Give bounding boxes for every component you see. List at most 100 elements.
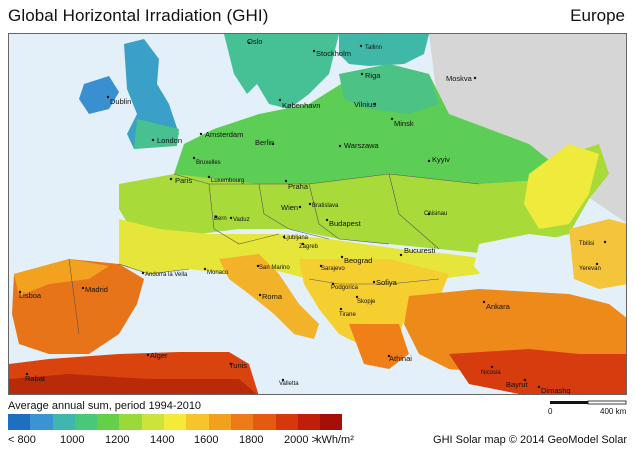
city-label: Vilnius — [354, 100, 376, 109]
land-greece — [349, 324, 409, 369]
scale-segment-light — [587, 400, 627, 405]
city-dot — [271, 142, 275, 146]
city-label: San Marino — [259, 265, 290, 271]
city-label: København — [282, 101, 320, 110]
legend-swatch — [141, 414, 165, 430]
city-label: Monaco — [207, 270, 229, 276]
city-label: Chisinau — [424, 211, 447, 217]
city-label: Dublin — [110, 97, 131, 106]
legend-tick: < 800 — [8, 434, 36, 446]
legend-swatch — [320, 414, 343, 430]
city-dot — [537, 385, 541, 389]
scale-segment-dark — [550, 401, 588, 404]
city-dot — [229, 362, 233, 366]
legend-swatch — [230, 414, 254, 430]
scale-zero-label: 0 — [548, 407, 553, 416]
black-sea — [474, 234, 584, 292]
region-label: Europe — [570, 6, 625, 25]
city-label: Bruxelles — [196, 160, 221, 166]
city-dot — [473, 76, 477, 80]
city-dot — [390, 117, 394, 121]
city-dot — [229, 216, 233, 220]
city-label: Minsk — [394, 119, 414, 128]
city-dot — [278, 98, 282, 102]
city-dot — [603, 240, 607, 244]
city-dot — [203, 267, 207, 271]
legend-swatch — [208, 414, 231, 430]
city-dot — [25, 372, 29, 376]
city-label: Madrid — [85, 285, 108, 294]
city-label: London — [157, 136, 182, 145]
city-label: Andorra la Vella — [145, 272, 188, 278]
city-dot — [141, 271, 145, 275]
legend-tick: 1600 — [194, 434, 219, 446]
city-dot — [151, 138, 155, 142]
legend-tick: 1400 — [150, 434, 175, 446]
land-sahara-edge — [9, 374, 257, 394]
land-levant — [449, 349, 626, 394]
city-dot — [340, 255, 344, 259]
legend-swatch — [253, 414, 276, 430]
legend-swatch — [30, 414, 53, 430]
city-dot — [373, 102, 377, 106]
city-dot — [301, 242, 305, 246]
legend-swatch — [74, 414, 98, 430]
land-ireland — [79, 76, 119, 114]
city-dot — [308, 202, 312, 206]
legend-subtitle: Average annual sum, period 1994-2010 — [8, 400, 202, 412]
land-england-south — [134, 119, 179, 149]
city-dot — [427, 212, 431, 216]
land-mid-band — [119, 144, 609, 254]
city-label: Vaduz — [233, 217, 250, 223]
city-label: Oslo — [247, 37, 262, 46]
city-dot — [355, 295, 359, 299]
city-label: Bern — [214, 216, 227, 222]
city-label: Amsterdam — [205, 130, 243, 139]
city-dot — [192, 156, 196, 160]
credit-text: GHI Solar map © 2014 GeoModel Solar — [433, 434, 627, 446]
city-label: Paris — [175, 176, 192, 185]
city-label: Ankara — [486, 302, 511, 311]
legend-swatch — [8, 414, 31, 430]
land-ukraine-south — [524, 144, 599, 229]
land-baltics — [339, 64, 439, 114]
city-label: Dimashq — [541, 386, 571, 395]
city-dot — [207, 175, 211, 179]
legend-unit: kWh/m² — [316, 434, 354, 446]
legend-swatch — [52, 414, 75, 430]
city-label: Moskva — [446, 74, 473, 83]
city-dot — [169, 177, 173, 181]
city-dot — [106, 95, 110, 99]
country-borders — [68, 173, 480, 335]
city-label: Nicosia — [481, 370, 501, 376]
city-dot — [331, 282, 335, 286]
land-turkey — [404, 289, 626, 374]
city-label: Kyyiv — [432, 155, 450, 164]
city-label: Tbilisi — [579, 241, 594, 247]
city-label: Tallinn — [365, 45, 382, 51]
city-dot — [359, 44, 363, 48]
city-label: Wien — [281, 203, 298, 212]
city-dot — [281, 378, 285, 382]
city-dot — [490, 365, 494, 369]
city-label: Podgorica — [331, 285, 359, 291]
city-label: Tunis — [229, 361, 247, 370]
city-dot — [360, 72, 364, 76]
city-dot — [282, 235, 286, 239]
city-label: Lisboa — [19, 291, 42, 300]
city-dot — [18, 290, 22, 294]
city-dot — [387, 354, 391, 358]
city-label: Budapest — [329, 219, 362, 228]
city-label: Tirane — [339, 312, 356, 318]
city-dot — [399, 253, 403, 257]
city-label: Roma — [262, 292, 283, 301]
legend-tick: 1200 — [105, 434, 130, 446]
legend-swatch — [186, 414, 209, 430]
city-dot — [284, 179, 288, 183]
city-dot — [482, 300, 486, 304]
map-title: Global Horizontal Irradiation (GHI) — [8, 6, 269, 25]
city-label: Yerevan — [579, 266, 601, 272]
city-label: Riga — [365, 71, 381, 80]
city-label: Athinai — [389, 354, 412, 363]
legend-swatch — [164, 414, 187, 430]
